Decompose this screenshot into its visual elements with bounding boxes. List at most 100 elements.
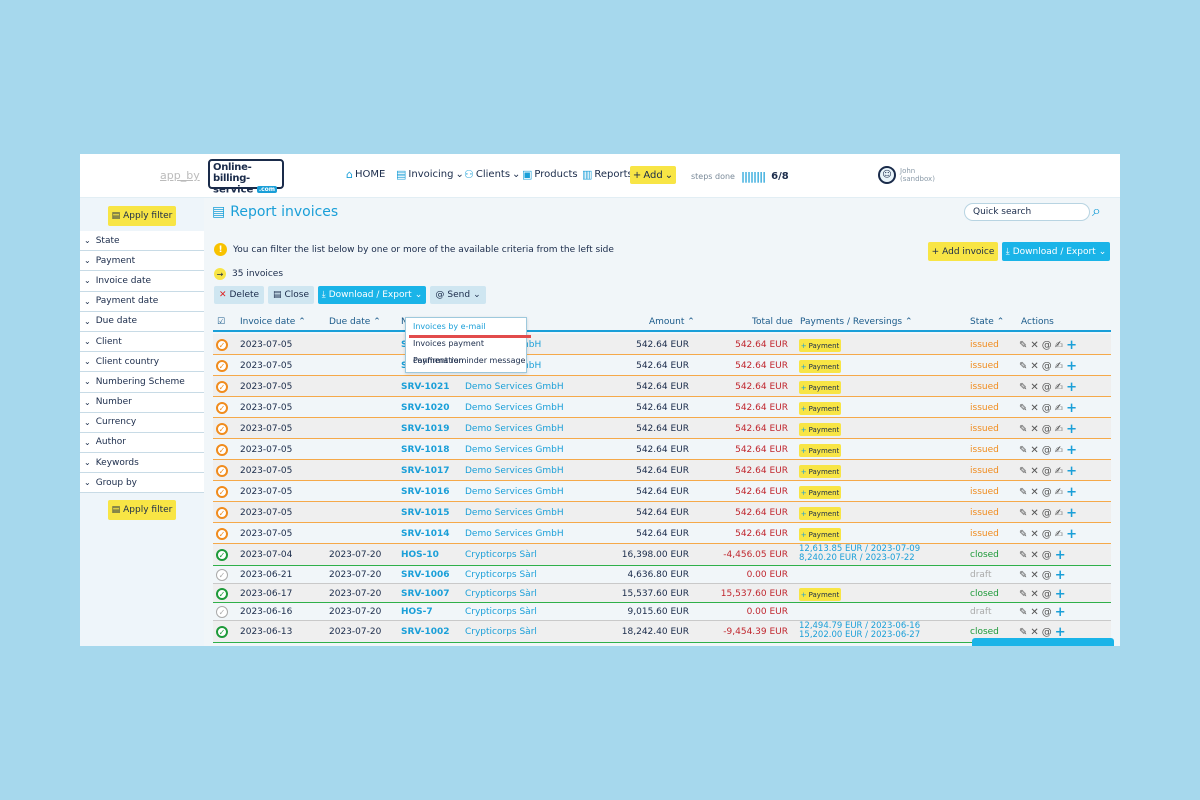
edit-icon[interactable]: ✎	[1019, 607, 1028, 618]
sign-icon[interactable]: ✍	[1054, 382, 1064, 393]
edit-icon[interactable]: ✎	[1019, 508, 1028, 519]
row-number[interactable]: HOS-10	[401, 550, 439, 560]
row-number[interactable]: SRV-1014	[401, 529, 450, 539]
delete-icon[interactable]: ✕	[1030, 466, 1039, 477]
row-checkbox-icon[interactable]: ✓	[216, 381, 228, 393]
table-row[interactable]: ✓ 2023-07-05 SRV-1015 Demo Services GmbH 542…	[213, 502, 1111, 523]
filter-due-date[interactable]: ⌄ Due date	[80, 311, 204, 332]
filter-client[interactable]: ⌄ Client	[80, 331, 204, 353]
nav-reports[interactable]: ▥ Reports	[582, 168, 633, 181]
email-icon[interactable]: @	[1041, 466, 1052, 477]
footer-tab[interactable]	[972, 638, 1114, 646]
edit-icon[interactable]: ✎	[1019, 445, 1028, 456]
col-amount[interactable]: Amount ⌃	[649, 317, 695, 327]
add-button[interactable]: + Add ⌄	[630, 166, 676, 184]
add-icon[interactable]: +	[1066, 422, 1078, 437]
payment-button[interactable]: + Payment	[799, 486, 841, 499]
email-icon[interactable]: @	[1041, 340, 1052, 351]
row-number[interactable]: SRV-1018	[401, 445, 450, 455]
col-due-date[interactable]: Due date ⌃	[329, 317, 381, 327]
add-icon[interactable]: +	[1054, 568, 1066, 583]
row-number[interactable]: SRV-1015	[401, 508, 450, 518]
add-icon[interactable]: +	[1054, 548, 1066, 563]
email-icon[interactable]: @	[1041, 529, 1052, 540]
delete-icon[interactable]: ✕	[1030, 487, 1039, 498]
filter-invoice-date[interactable]: ⌄ Invoice date	[80, 271, 204, 292]
menu-item-invoices-email[interactable]: Invoices by e-mail	[413, 322, 486, 331]
edit-icon[interactable]: ✎	[1019, 424, 1028, 435]
row-checkbox-icon[interactable]: ✓	[216, 606, 228, 618]
email-icon[interactable]: @	[1041, 550, 1052, 561]
row-number[interactable]: S	[401, 361, 407, 371]
table-row[interactable]: ✓ 2023-07-05 SRV-1021 Demo Services GmbH 542…	[213, 376, 1111, 397]
add-icon[interactable]: +	[1066, 401, 1078, 416]
payment-button[interactable]: + Payment	[799, 423, 841, 436]
payments-list[interactable]: 12,613.85 EUR / 2023-07-09 8,240.20 EUR /…	[799, 545, 920, 563]
email-icon[interactable]: @	[1041, 570, 1052, 581]
row-number[interactable]: SRV-1016	[401, 487, 450, 497]
table-row[interactable]: ✓ 2023-07-04 2023-07-20 HOS-10 Crypticorps S…	[213, 544, 1111, 566]
row-checkbox-icon[interactable]: ✓	[216, 626, 228, 638]
row-checkbox-icon[interactable]: ✓	[216, 444, 228, 456]
edit-icon[interactable]: ✎	[1019, 403, 1028, 414]
payment-entry[interactable]: 15,202.00 EUR / 2023-06-27	[799, 630, 921, 640]
select-all-icon[interactable]: ☑	[217, 317, 226, 327]
add-icon[interactable]: +	[1066, 338, 1078, 353]
table-row[interactable]: ✓ 2023-07-05 SRV-1016 Demo Services GmbH 542…	[213, 481, 1111, 502]
payment-button[interactable]: + Payment	[799, 360, 841, 373]
row-client[interactable]: Crypticorps Sàrl	[465, 627, 537, 637]
row-checkbox-icon[interactable]: ✓	[216, 588, 228, 600]
edit-icon[interactable]: ✎	[1019, 487, 1028, 498]
apply-filter-button-bottom[interactable]: ▤ Apply filter	[108, 500, 176, 520]
email-icon[interactable]: @	[1041, 508, 1052, 519]
logo[interactable]: Online-billing- service .com	[208, 159, 284, 196]
app-by-link[interactable]: app_by	[160, 169, 200, 182]
add-icon[interactable]: +	[1066, 527, 1078, 542]
filter-payment-date[interactable]: ⌄ Payment date	[80, 291, 204, 312]
table-row[interactable]: ✓ 2023-06-16 2023-07-20 HOS-7 Crypticorps Sà…	[213, 603, 1111, 621]
delete-icon[interactable]: ✕	[1030, 550, 1039, 561]
email-icon[interactable]: @	[1041, 445, 1052, 456]
table-row[interactable]: ✓ 2023-07-05 SRV-1014 Demo Services GmbH 542…	[213, 523, 1111, 544]
filter-author[interactable]: ⌄ Author	[80, 432, 204, 454]
delete-icon[interactable]: ✕	[1030, 445, 1039, 456]
row-number[interactable]: SRV-1006	[401, 570, 450, 580]
table-row[interactable]: ✓ 2023-07-05 SRV-1017 Demo Services GmbH 542…	[213, 460, 1111, 481]
payment-button[interactable]: + Payment	[799, 444, 841, 457]
row-checkbox-icon[interactable]: ✓	[216, 486, 228, 498]
table-row[interactable]: ✓ 2023-06-21 2023-07-20 SRV-1006 Crypticorps…	[213, 566, 1111, 584]
row-number[interactable]: SRV-1019	[401, 424, 450, 434]
payments-list[interactable]: 12,494.79 EUR / 2023-06-16 15,202.00 EUR …	[799, 622, 920, 640]
row-checkbox-icon[interactable]: ✓	[216, 339, 228, 351]
menu-item-payment-reminder[interactable]: Payment reminder message	[413, 356, 526, 365]
delete-button[interactable]: ✕ Delete	[214, 286, 264, 304]
filter-number[interactable]: ⌄ Number	[80, 392, 204, 413]
row-client[interactable]: Crypticorps Sàrl	[465, 607, 537, 617]
table-row[interactable]: ✓ 2023-06-13 2023-07-20 SRV-1002 Crypticorps…	[213, 621, 1111, 643]
payment-button[interactable]: + Payment	[799, 381, 841, 394]
sign-icon[interactable]: ✍	[1054, 466, 1064, 477]
add-icon[interactable]: +	[1054, 625, 1066, 640]
row-client[interactable]: Demo Services GmbH	[465, 424, 564, 434]
delete-icon[interactable]: ✕	[1030, 589, 1039, 600]
email-icon[interactable]: @	[1041, 589, 1052, 600]
sign-icon[interactable]: ✍	[1054, 361, 1064, 372]
delete-icon[interactable]: ✕	[1030, 529, 1039, 540]
row-client[interactable]: Crypticorps Sàrl	[465, 570, 537, 580]
table-row[interactable]: ✓ 2023-06-17 2023-07-20 SRV-1007 Crypticorps…	[213, 584, 1111, 603]
sign-icon[interactable]: ✍	[1054, 424, 1064, 435]
row-number[interactable]: SRV-1002	[401, 627, 450, 637]
payment-entry[interactable]: 12,494.79 EUR / 2023-06-16	[799, 621, 921, 631]
payment-button[interactable]: + Payment	[799, 465, 841, 478]
edit-icon[interactable]: ✎	[1019, 550, 1028, 561]
col-total-due[interactable]: Total due	[752, 317, 793, 327]
payment-entry[interactable]: 8,240.20 EUR / 2023-07-22	[799, 553, 915, 563]
add-icon[interactable]: +	[1054, 587, 1066, 602]
add-icon[interactable]: +	[1066, 485, 1078, 500]
row-client[interactable]: GmbH	[513, 340, 542, 350]
email-icon[interactable]: @	[1041, 403, 1052, 414]
row-checkbox-icon[interactable]: ✓	[216, 549, 228, 561]
row-client[interactable]: Demo Services GmbH	[465, 508, 564, 518]
edit-icon[interactable]: ✎	[1019, 627, 1028, 638]
row-number[interactable]: SRV-1017	[401, 466, 450, 476]
